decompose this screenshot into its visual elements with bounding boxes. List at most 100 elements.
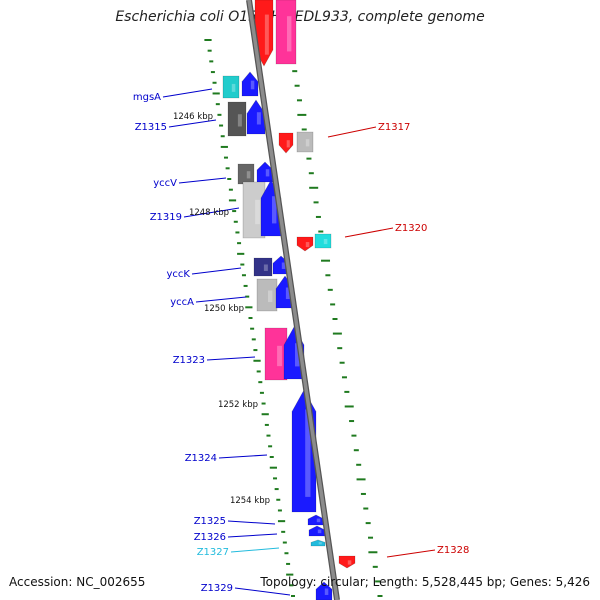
leader-line-z1323 [206,356,256,361]
scale-ticks [204,39,383,597]
leader-line-z1319 [183,207,240,218]
inner-scale-tick [217,113,222,116]
leader-line-ycca [195,296,247,303]
gene-label-z1323: Z1323 [173,355,205,366]
navy-box-yccK-shine [263,264,268,271]
inner-scale-tick [245,295,250,298]
blue-arrow-Z1326-shine [317,529,322,534]
inner-scale-tick [227,178,232,180]
outer-scale-tick [377,595,383,597]
inner-scale-tick [266,434,271,437]
pink-box-top-shine [287,16,292,52]
gene-label-z1326: Z1326 [194,532,226,543]
outer-scale-tick [308,172,314,175]
inner-scale-tick [264,423,269,426]
scale-label: 1250 kbp [204,304,244,314]
cyan-box-mgsA [222,75,240,99]
map-title: Escherichia coli O157:H7 EDL933, complet… [115,9,485,25]
outer-scale-tick [332,318,338,320]
cyan-box-Z1320 [314,233,332,249]
leader-line-z1317 [327,126,377,138]
inner-scale-tick [241,274,246,277]
outer-scale-tick [360,492,366,495]
cyan-box-Z1320-shine [323,239,328,245]
outer-scale-tick [321,259,331,262]
pink-box-Z1323-shine [277,345,282,367]
inner-scale-tick [207,49,212,52]
red-arrow-Z1320 [296,236,314,252]
outer-scale-tick [344,405,354,408]
gray-box-Z1315 [227,101,247,137]
inner-scale-tick [261,402,266,405]
inner-scale-tick [269,466,277,469]
light-gray-box-Z1319-shine [255,199,260,225]
inner-scale-tick [233,220,238,223]
inner-scale-tick [245,306,253,309]
inner-scale-tick [284,552,289,555]
pink-box-top [275,0,297,65]
outer-scale-tick [375,580,381,583]
outer-scale-tick [294,84,300,87]
blue-arrow-Z1326 [308,525,326,537]
gray-box-Z1317-shine [305,139,310,147]
inner-scale-tick [248,317,253,319]
gray-box-yccA [256,278,278,312]
inner-scale-tick [212,92,220,95]
blue-arrow-Z1319-shine [272,196,277,224]
gray-box-Z1315-shine [237,114,242,127]
inner-scale-tick [276,498,281,501]
inner-scale-tick [237,242,242,245]
inner-scale-tick [215,103,220,106]
inner-scale-tick [291,595,295,597]
outer-scale-tick [344,390,350,393]
gene-label-z1319: Z1319 [150,212,182,223]
red-arrow-Z1317-shine [286,140,290,148]
scale-label: 1248 kbp [189,208,229,218]
red-arrow-Z1328 [338,555,356,569]
inner-scale-tick [209,60,214,63]
outer-scale-tick [315,215,321,218]
blue-arrow-yccA-shine [285,287,290,300]
scale-labels: 1246 kbp 1248 kbp 1250 kbp 1252 kbp 1254 kbp [173,112,270,506]
scale-label: 1252 kbp [218,400,258,410]
leader-line-yccv [178,177,227,184]
inner-scale-tick [286,573,294,576]
outer-scale-tick [330,303,336,306]
gene-labels: mgsA Z1315 yccV Z1319 yccK yccA Z1323 Z1324 Z132… [133,92,469,594]
outer-scale-tick [368,536,374,539]
outer-scale-tick [368,551,378,554]
inner-scale-tick [232,210,237,213]
gene-label-z1324: Z1324 [185,453,217,464]
leader-line-z1324 [218,454,268,459]
inner-scale-tick [261,413,269,416]
inner-scale-tick [204,39,212,41]
inner-scale-tick [253,359,261,362]
inner-scale-tick [268,445,273,448]
outer-scale-tick [365,522,371,525]
outer-scale-tick [356,478,366,481]
dark-gray-box-yccV [237,163,255,185]
inner-scale-tick [243,284,248,287]
red-arrow-top-shine [264,14,269,55]
inner-scale-tick [235,231,240,234]
dark-gray-box-yccV-shine [246,171,251,179]
genome-backbone [246,0,340,600]
blue-arrow-Z1329-shine [324,588,329,595]
inner-scale-tick [253,349,258,352]
red-arrow-Z1320-shine [305,242,310,248]
blue-arrow-yccV-shine [265,169,270,177]
gray-box-Z1317 [296,131,314,153]
inner-scale-tick [240,263,245,266]
inner-scale-tick [251,338,256,341]
gene-features [222,0,356,600]
outer-scale-tick [292,70,298,73]
gene-label-z1328: Z1328 [437,545,469,556]
inner-scale-tick [228,199,237,202]
blue-arrow-Z1329 [315,581,333,600]
leader-line-z1326 [227,533,278,538]
outer-scale-tick [313,201,319,204]
scale-label: 1254 kbp [230,496,270,506]
blue-arrow-Z1325-shine [316,518,321,523]
outer-scale-tick [325,274,331,277]
pink-box-Z1323 [264,327,288,381]
